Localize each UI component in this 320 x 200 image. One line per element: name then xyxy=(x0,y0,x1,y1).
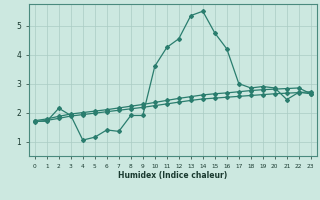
X-axis label: Humidex (Indice chaleur): Humidex (Indice chaleur) xyxy=(118,171,228,180)
